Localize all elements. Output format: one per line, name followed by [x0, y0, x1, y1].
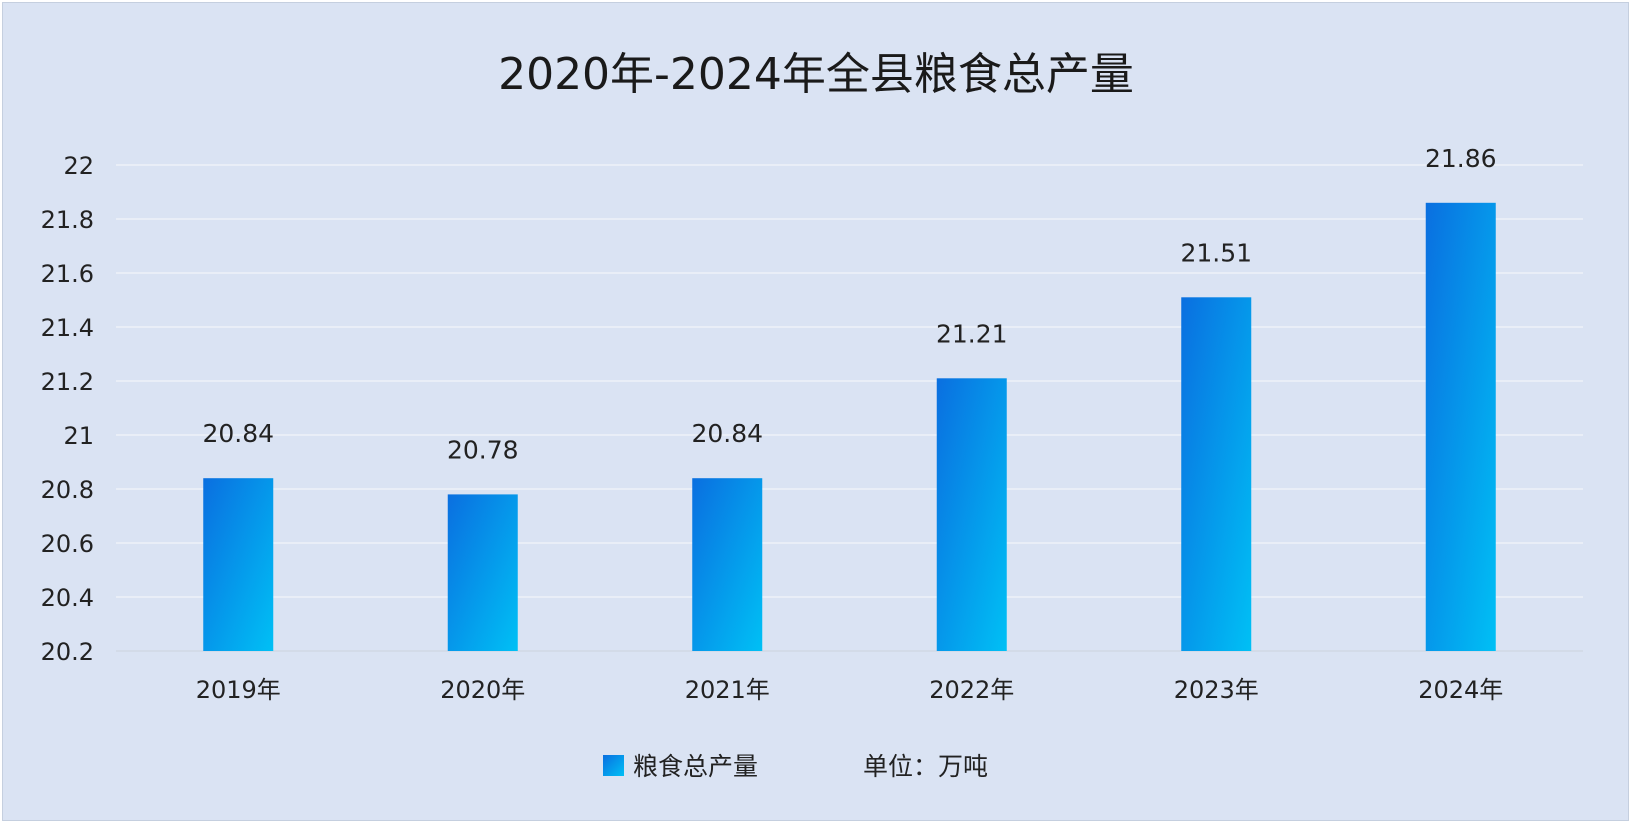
y-tick-label: 20.4	[41, 584, 94, 612]
x-axis-ticks: 2019年 2020年 2021年 2022年 2023年 2024年	[196, 676, 1504, 704]
y-tick-label: 21.2	[41, 368, 94, 396]
bar	[203, 478, 274, 651]
data-label: 20.78	[447, 435, 519, 464]
y-tick-label: 22	[63, 152, 94, 180]
bar-chart: 2020年-2024年全县粮食总产量 20.2 20.4 20.6 20.8 21 21.…	[41, 49, 1583, 781]
legend-label: 粮食总产量	[633, 752, 758, 781]
y-tick-label: 21.8	[41, 206, 94, 234]
bar	[447, 494, 518, 651]
data-label: 20.84	[691, 419, 763, 448]
x-tick-label: 2021年	[685, 676, 770, 704]
y-tick-label: 21.6	[41, 260, 94, 288]
bar	[1425, 202, 1496, 652]
y-axis-ticks: 20.2 20.4 20.6 20.8 21 21.2 21.4 21.6 21.8 22	[41, 152, 94, 666]
y-tick-label: 21	[63, 422, 94, 450]
y-tick-label: 20.2	[41, 638, 94, 666]
y-tick-label: 21.4	[41, 314, 94, 342]
legend-swatch	[603, 755, 624, 776]
bar	[936, 378, 1007, 651]
bar	[692, 478, 763, 651]
data-label: 21.21	[936, 319, 1008, 348]
legend: 粮食总产量 单位：万吨	[603, 752, 988, 781]
data-labels: 20.84 20.78 20.84 21.21 21.51 21.86	[202, 144, 1496, 465]
x-tick-label: 2019年	[196, 676, 281, 704]
data-label: 20.84	[202, 419, 274, 448]
data-label: 21.86	[1425, 144, 1497, 173]
gridlines	[116, 164, 1583, 652]
y-tick-label: 20.6	[41, 530, 94, 558]
y-tick-label: 20.8	[41, 476, 94, 504]
x-tick-label: 2024年	[1418, 676, 1503, 704]
bar	[1181, 297, 1252, 651]
data-label: 21.51	[1180, 238, 1252, 267]
chart-title: 2020年-2024年全县粮食总产量	[498, 49, 1134, 100]
x-tick-label: 2022年	[929, 676, 1014, 704]
x-tick-label: 2020年	[440, 676, 525, 704]
unit-note: 单位：万吨	[863, 752, 988, 781]
x-tick-label: 2023年	[1174, 676, 1259, 704]
bars	[203, 202, 1496, 652]
